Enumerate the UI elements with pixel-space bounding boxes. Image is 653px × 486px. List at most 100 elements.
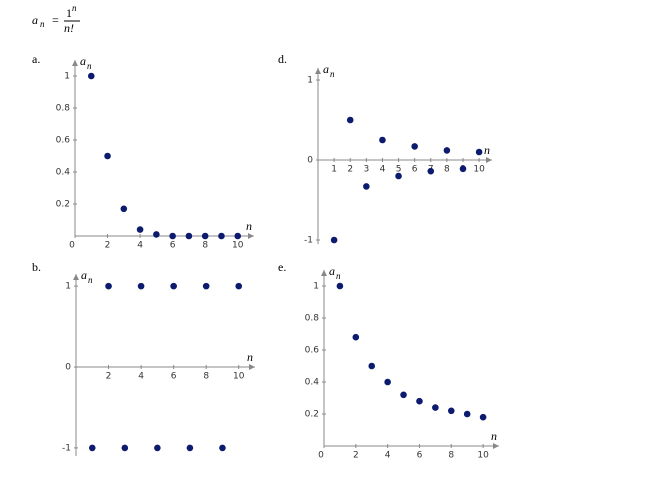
panel-label: e. bbox=[278, 260, 286, 274]
point bbox=[427, 167, 435, 175]
point bbox=[352, 333, 360, 341]
x-tick-label: 8 bbox=[448, 451, 454, 461]
y-tick-label: 0.8 bbox=[56, 104, 71, 114]
x-arrow bbox=[486, 157, 492, 163]
y-arrow bbox=[73, 274, 79, 280]
x-tick-label: 6 bbox=[171, 372, 177, 382]
point bbox=[170, 282, 177, 290]
point bbox=[459, 165, 467, 173]
x-tick-label: 4 bbox=[385, 451, 391, 461]
point bbox=[136, 226, 144, 233]
point bbox=[475, 148, 483, 156]
y-tick-label: 0.6 bbox=[56, 136, 71, 146]
x-tick-label: 5 bbox=[396, 165, 402, 175]
point bbox=[87, 72, 95, 80]
point bbox=[121, 444, 129, 452]
point bbox=[368, 362, 376, 370]
x-tick-label: 4 bbox=[380, 165, 386, 175]
point bbox=[201, 232, 209, 240]
y-axis-label: a bbox=[323, 62, 329, 76]
point bbox=[104, 152, 111, 160]
y-tick-label: 0.4 bbox=[305, 378, 320, 388]
y-tick-label: 1 bbox=[313, 282, 319, 292]
point bbox=[202, 282, 210, 290]
y-tick-label: 0.8 bbox=[305, 314, 320, 324]
y-tick-label: 1 bbox=[65, 282, 71, 292]
point bbox=[463, 410, 471, 418]
x-tick-label: 8 bbox=[444, 165, 450, 175]
point bbox=[186, 444, 194, 452]
x-tick-label: 4 bbox=[138, 372, 144, 382]
point bbox=[379, 136, 386, 144]
y-tick-label: 1 bbox=[307, 76, 313, 86]
x-tick-label: 6 bbox=[417, 451, 423, 461]
y-axis-label-sub: n bbox=[330, 69, 335, 79]
x-arrow bbox=[493, 443, 499, 449]
point bbox=[137, 282, 145, 290]
formula-numerator: 1 bbox=[66, 6, 72, 20]
point bbox=[443, 147, 451, 154]
x-tick-label: 3 bbox=[363, 165, 369, 175]
y-axis-label-sub: n bbox=[87, 61, 92, 71]
x-tick-label: 6 bbox=[170, 241, 176, 251]
x-axis-label: n bbox=[491, 429, 497, 443]
x-tick-label: 10 bbox=[233, 372, 245, 382]
point bbox=[169, 232, 176, 240]
y-tick-label: 0 bbox=[65, 363, 71, 373]
point bbox=[105, 282, 112, 290]
x-tick-label: 2 bbox=[105, 241, 111, 251]
x-tick-label: 0 bbox=[318, 451, 324, 461]
x-axis-label: n bbox=[247, 350, 253, 364]
point bbox=[234, 232, 242, 240]
point bbox=[479, 413, 487, 421]
y-axis-label-sub: n bbox=[88, 275, 93, 285]
y-tick-label: 0.4 bbox=[56, 168, 71, 178]
formula-denominator: n! bbox=[64, 21, 74, 35]
y-tick-label: -1 bbox=[62, 443, 71, 453]
y-tick-label: 0.2 bbox=[56, 200, 70, 210]
x-tick-label: 4 bbox=[137, 241, 143, 251]
point bbox=[154, 444, 161, 452]
x-tick-label: 1 bbox=[331, 165, 337, 175]
x-tick-label: 10 bbox=[232, 241, 244, 251]
point bbox=[416, 397, 423, 405]
y-tick-label: 0 bbox=[307, 156, 313, 166]
point bbox=[218, 232, 225, 240]
x-tick-label: 2 bbox=[347, 165, 353, 175]
y-axis-label: a bbox=[80, 54, 86, 68]
point bbox=[432, 404, 439, 411]
point bbox=[219, 444, 226, 452]
point bbox=[88, 444, 96, 452]
x-axis-label: n bbox=[484, 143, 490, 157]
x-tick-label: 2 bbox=[106, 372, 112, 382]
y-arrow bbox=[315, 68, 321, 74]
y-arrow bbox=[72, 60, 78, 66]
y-arrow bbox=[321, 270, 327, 276]
y-tick-label: 0.2 bbox=[305, 410, 319, 420]
y-axis-label: a bbox=[329, 264, 335, 278]
point bbox=[395, 172, 402, 180]
y-tick-label: 1 bbox=[64, 72, 70, 82]
panel-label: b. bbox=[32, 260, 41, 274]
x-tick-label: 0 bbox=[69, 241, 75, 251]
x-tick-label: 2 bbox=[353, 451, 359, 461]
point bbox=[330, 236, 338, 244]
point bbox=[447, 407, 455, 415]
panel-label: d. bbox=[278, 52, 287, 66]
point bbox=[185, 232, 193, 240]
y-tick-label: 0.6 bbox=[305, 346, 320, 356]
y-tick-label: -1 bbox=[304, 236, 313, 246]
point bbox=[336, 282, 344, 290]
x-axis-label: n bbox=[246, 219, 252, 233]
x-tick-label: 8 bbox=[202, 241, 208, 251]
point bbox=[235, 282, 243, 290]
point bbox=[411, 143, 418, 150]
point bbox=[153, 231, 160, 238]
point bbox=[120, 205, 128, 213]
point bbox=[346, 116, 354, 124]
panel-label: a. bbox=[32, 52, 40, 66]
formula-lhs: a bbox=[32, 13, 38, 27]
y-axis-label-sub: n bbox=[336, 271, 341, 281]
formula-numerator-sup: n bbox=[72, 3, 77, 13]
